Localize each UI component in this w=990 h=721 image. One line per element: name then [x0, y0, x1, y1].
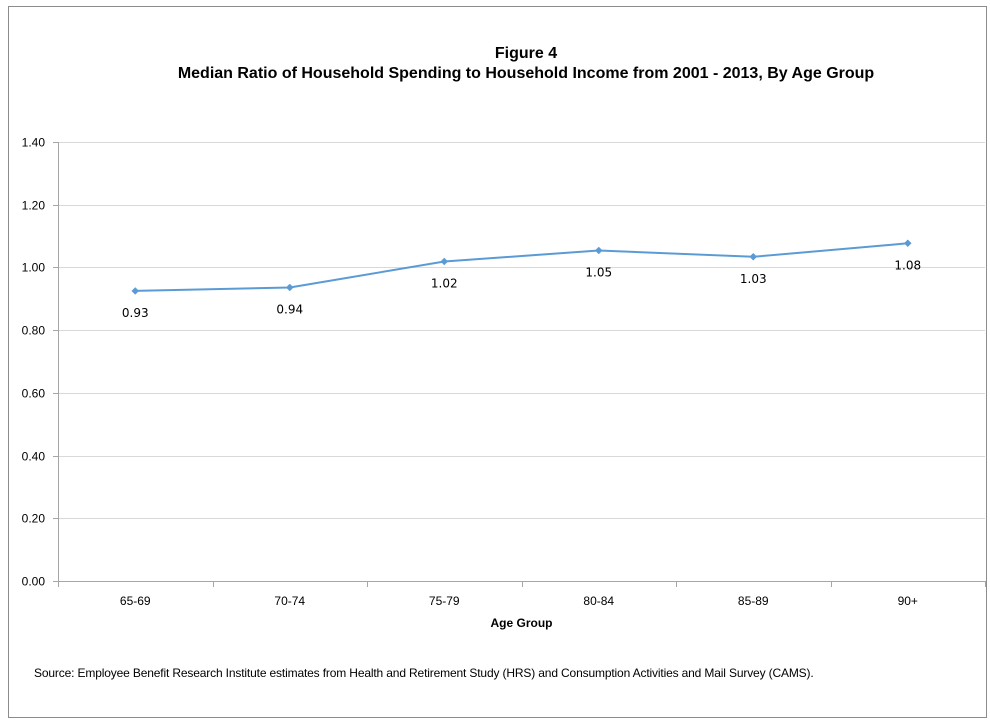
data-label: 0.93: [122, 306, 149, 320]
y-tick-label: 1.40: [22, 136, 46, 150]
series-line: [135, 242, 908, 292]
chart-subtitle: Median Ratio of Household Spending to Ho…: [177, 65, 875, 82]
x-tick-label: 90+: [898, 594, 918, 608]
data-point-marker: [285, 283, 294, 292]
y-tick-label: 0.20: [22, 512, 46, 526]
y-tick-label: 0.00: [22, 575, 46, 589]
x-tick-label: 75-79: [429, 594, 460, 608]
chart-title: Figure 4: [494, 45, 558, 62]
chart-frame: [8, 6, 987, 718]
data-point-marker: [749, 252, 758, 261]
y-tick-label: 1.20: [22, 199, 46, 213]
y-tick-label: 0.40: [22, 450, 46, 464]
data-label: 1.02: [431, 276, 458, 290]
x-axis-title: Age Group: [491, 616, 553, 630]
data-label: 1.08: [894, 258, 921, 272]
chart-title-block: Figure 4 Median Ratio of Household Spend…: [8, 44, 990, 84]
data-label: 1.05: [585, 265, 612, 279]
y-tick-label: 0.60: [22, 387, 46, 401]
y-tick-label: 1.00: [22, 261, 46, 275]
data-point-marker: [440, 257, 449, 266]
y-tick-label: 0.80: [22, 324, 46, 338]
x-tick-label: 80-84: [583, 594, 614, 608]
x-tick-label: 70-74: [274, 594, 305, 608]
x-tick-label: 85-89: [738, 594, 769, 608]
data-point-marker: [903, 239, 912, 248]
source-note: Source: Employee Benefit Research Instit…: [34, 666, 814, 680]
data-point-marker: [594, 246, 603, 255]
data-point-marker: [131, 287, 140, 295]
data-label: 0.94: [276, 302, 303, 316]
x-tick-label: 65-69: [120, 594, 151, 608]
data-label: 1.03: [740, 272, 767, 286]
